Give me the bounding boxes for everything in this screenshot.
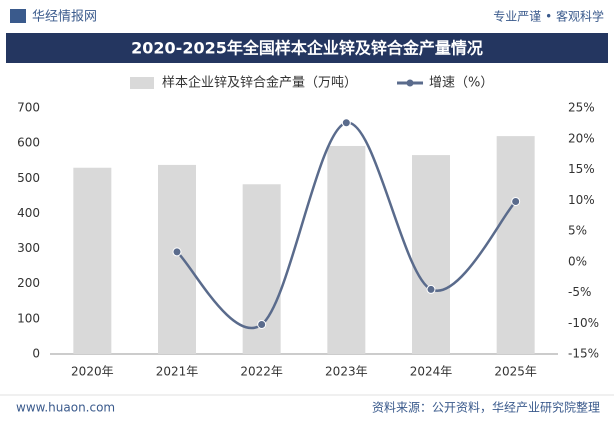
y2-tick-label: 10% [568,193,595,207]
title-bar [6,33,608,63]
y2-tick-label: 0% [568,254,587,268]
y-tick-label: 100 [17,311,40,325]
y-tick-label: 700 [17,101,40,115]
y-tick-label: 0 [32,347,40,361]
website: www.huaon.com [16,401,115,415]
y-tick-label: 600 [17,136,40,150]
chart-title: 2020-2025年全国样本企业锌及锌合金产量情况 [131,39,483,58]
x-tick-label: 2025年 [494,365,537,379]
y2-tick-label: 20% [568,131,595,145]
slogan: 专业严谨 • 客观科学 [493,9,604,24]
bar [496,136,535,354]
line-point [426,284,436,294]
line-point [341,118,351,128]
bar [412,155,450,354]
y-tick-label: 400 [17,206,40,220]
legend-swatch [406,79,414,87]
y2-tick-label: 25% [568,101,595,115]
bar [73,167,112,354]
x-tick-label: 2020年 [71,365,114,379]
y-tick-label: 500 [17,171,40,185]
legend-label: 增速（%） [429,76,493,91]
source: 资料来源：公开资料，华经产业研究院整理 [372,400,600,415]
brand: 华经情报网 [32,10,97,25]
y-tick-label: 300 [17,241,40,255]
y2-tick-label: 5% [568,224,587,238]
y2-tick-label: -15% [568,347,599,361]
bar [327,145,366,354]
x-tick-label: 2021年 [156,365,199,379]
y2-tick-label: -5% [568,285,591,299]
x-tick-label: 2022年 [240,365,283,379]
line-point [172,247,182,257]
line-point [511,196,521,206]
legend-swatch [130,77,154,89]
y2-tick-label: -10% [568,316,599,330]
brand-icon [10,9,26,23]
line-point [257,319,267,329]
x-tick-label: 2024年 [410,365,453,379]
y2-tick-label: 15% [568,162,595,176]
bar [158,164,196,354]
x-tick-label: 2023年 [325,365,368,379]
legend-label: 样本企业锌及锌合金产量（万吨） [162,75,357,91]
y-tick-label: 200 [17,276,40,290]
